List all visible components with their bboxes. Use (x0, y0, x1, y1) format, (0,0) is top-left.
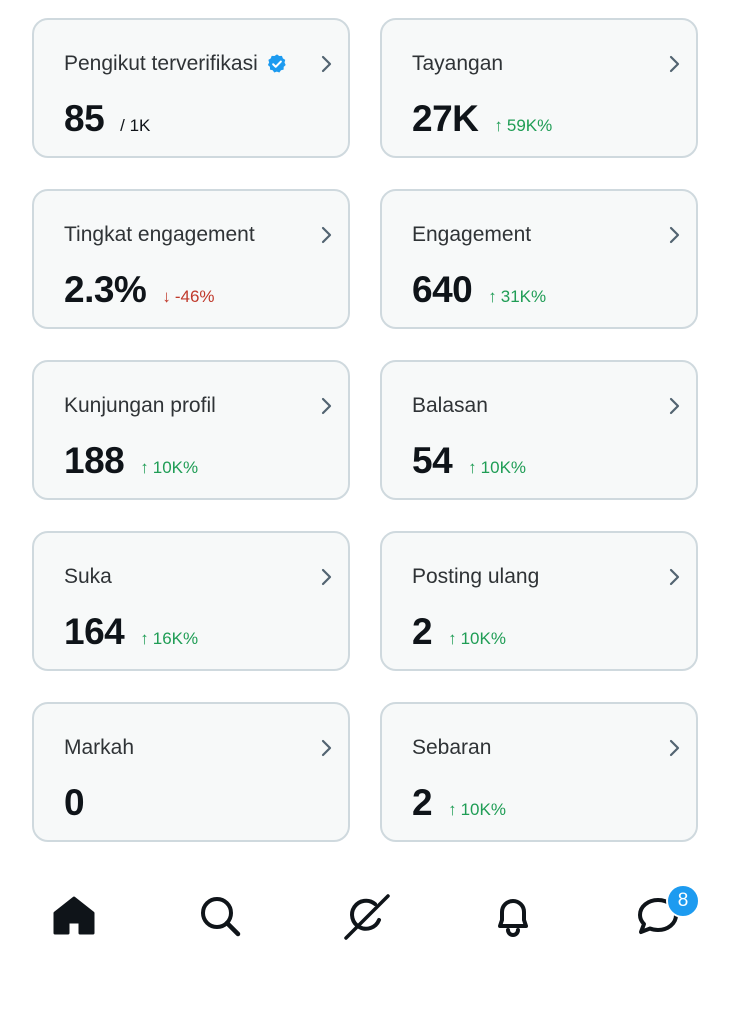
value-row: 0 (64, 782, 85, 824)
metric-delta: ↑ 31K% (488, 287, 546, 307)
metric-delta: ↑ 16K% (140, 629, 198, 649)
metric-value: 2 (412, 782, 433, 823)
arrow-up-icon: ↑ (494, 116, 503, 135)
arrow-up-icon: ↑ (140, 458, 149, 477)
delta-text: -46% (174, 287, 215, 306)
card-title: Pengikut terverifikasi (64, 52, 288, 76)
delta-text: 31K% (500, 287, 547, 306)
notifications-icon (498, 899, 528, 937)
bottom-navigation (0, 870, 730, 960)
chevron-right-icon (669, 226, 680, 244)
metrics-grid: Pengikut terverifikasi 85 / 1K Tayangan … (32, 18, 698, 842)
card-title-text: Pengikut terverifikasi (64, 52, 258, 75)
value-row: 2 ↑ 10K% (412, 611, 506, 653)
metric-value: 0 (64, 782, 85, 823)
nav-home-button[interactable] (50, 892, 98, 940)
metric-sub: / 1K (120, 116, 151, 135)
chevron-right-icon (321, 226, 332, 244)
nav-notifications-button[interactable] (489, 892, 537, 940)
arrow-up-icon: ↑ (448, 629, 457, 648)
chevron-right-icon (321, 739, 332, 757)
metric-delta: ↑ 10K% (448, 800, 506, 820)
home-icon (53, 896, 95, 935)
metric-delta: ↓ -46% (162, 287, 214, 307)
metric-value: 85 (64, 98, 105, 139)
card-shares[interactable]: Sebaran 2 ↑ 10K% (380, 702, 698, 842)
card-title: Kunjungan profil (64, 394, 216, 417)
value-row: 27K ↑ 59K% (412, 98, 552, 140)
card-title: Suka (64, 565, 112, 588)
chevron-right-icon (669, 55, 680, 73)
card-verified-followers[interactable]: Pengikut terverifikasi 85 / 1K (32, 18, 350, 158)
arrow-up-icon: ↑ (468, 458, 477, 477)
value-row: 2 ↑ 10K% (412, 782, 506, 824)
chevron-right-icon (669, 568, 680, 586)
metric-delta: ↑ 10K% (448, 629, 506, 649)
delta-text: 16K% (152, 629, 199, 648)
metric-value: 164 (64, 611, 125, 652)
delta-text: 10K% (152, 458, 199, 477)
metric-value: 640 (412, 269, 473, 310)
metric-value: 188 (64, 440, 125, 481)
chevron-right-icon (321, 55, 332, 73)
card-title: Tayangan (412, 52, 504, 75)
metric-value: 27K (412, 98, 479, 139)
card-engagements[interactable]: Engagement 640 ↑ 31K% (380, 189, 698, 329)
value-row: 85 / 1K (64, 98, 150, 140)
card-title: Posting ulang (412, 565, 540, 588)
delta-text: 10K% (460, 800, 506, 819)
chevron-right-icon (669, 397, 680, 415)
card-title: Sebaran (412, 736, 492, 759)
metric-delta: ↑ 10K% (140, 458, 198, 478)
grok-icon (344, 894, 390, 940)
metric-value: 2 (412, 611, 433, 652)
value-row: 164 ↑ 16K% (64, 611, 198, 653)
chevron-right-icon (669, 739, 680, 757)
delta-text: 59K% (506, 116, 553, 135)
arrow-down-icon: ↓ (162, 287, 171, 306)
messages-badge: 8 (666, 884, 700, 918)
card-bookmarks[interactable]: Markah 0 (32, 702, 350, 842)
nav-search-button[interactable] (196, 892, 244, 940)
card-replies[interactable]: Balasan 54 ↑ 10K% (380, 360, 698, 500)
nav-grok-button[interactable] (342, 892, 390, 940)
value-row: 640 ↑ 31K% (412, 269, 546, 311)
metric-value: 54 (412, 440, 453, 481)
delta-text: 10K% (460, 629, 506, 648)
metric-delta: ↑ 59K% (494, 116, 552, 136)
card-title: Balasan (412, 394, 488, 417)
metric-value: 2.3% (64, 269, 147, 310)
card-engagement-rate[interactable]: Tingkat engagement 2.3% ↓ -46% (32, 189, 350, 329)
card-likes[interactable]: Suka 164 ↑ 16K% (32, 531, 350, 671)
arrow-up-icon: ↑ (140, 629, 149, 648)
delta-text: 10K% (480, 458, 527, 477)
card-impressions[interactable]: Tayangan 27K ↑ 59K% (380, 18, 698, 158)
chevron-right-icon (321, 397, 332, 415)
card-reposts[interactable]: Posting ulang 2 ↑ 10K% (380, 531, 698, 671)
arrow-up-icon: ↑ (488, 287, 497, 306)
card-title: Tingkat engagement (64, 223, 255, 246)
arrow-up-icon: ↑ (448, 800, 457, 819)
value-row: 54 ↑ 10K% (412, 440, 526, 482)
value-row: 188 ↑ 10K% (64, 440, 198, 482)
verified-badge-icon (267, 54, 286, 73)
metric-delta: ↑ 10K% (468, 458, 526, 478)
card-title: Markah (64, 736, 135, 759)
chevron-right-icon (321, 568, 332, 586)
card-title: Engagement (412, 223, 532, 246)
search-icon (201, 897, 241, 937)
value-row: 2.3% ↓ -46% (64, 269, 215, 311)
card-profile-visits[interactable]: Kunjungan profil 188 ↑ 10K% (32, 360, 350, 500)
